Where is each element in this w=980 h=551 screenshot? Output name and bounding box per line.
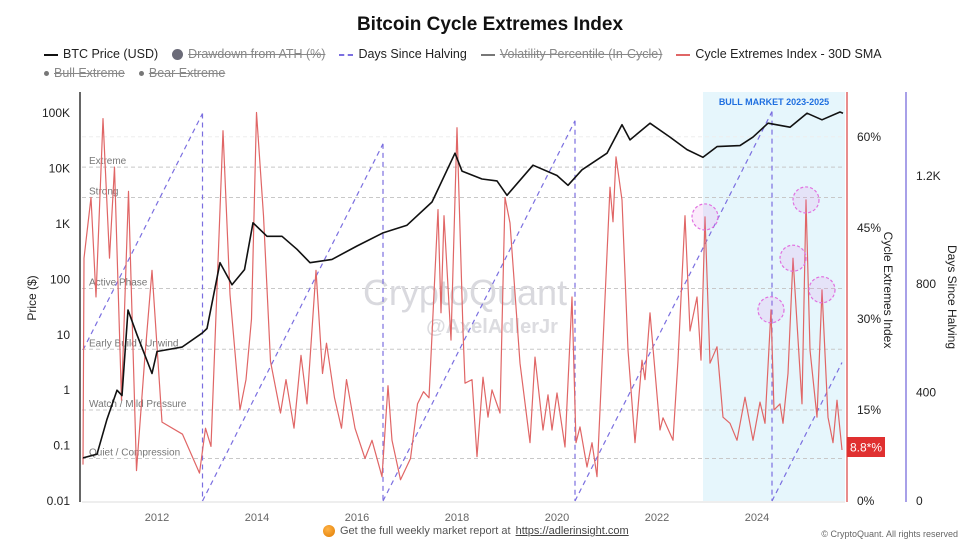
price-tick-label: 10K — [49, 162, 70, 176]
cei-tick-label: 15% — [857, 403, 881, 417]
price-tick-label: 1K — [55, 217, 70, 231]
cei-tick-label: 30% — [857, 312, 881, 326]
days-tick-label: 1.2K — [916, 169, 941, 183]
price-tick-label: 0.1 — [53, 439, 70, 453]
cei-line — [82, 111, 843, 481]
days-since-halving-segment — [382, 120, 576, 502]
cei-axis-title: Cycle Extremes Index — [881, 232, 895, 349]
zone-label: Watch / Mild Pressure — [89, 399, 187, 410]
days-tick-label: 400 — [916, 386, 936, 400]
x-tick-label: 2014 — [245, 512, 269, 524]
days-since-halving-segment — [82, 113, 204, 351]
legend-item-drawdown[interactable]: Drawdown from ATH (%) — [172, 46, 325, 63]
dash-swatch-icon — [339, 53, 354, 56]
footer-link[interactable]: https://adlerinsight.com — [515, 525, 629, 537]
bull-market-label: BULL MARKET 2023-2025 — [719, 97, 829, 107]
zone-label: Strong — [89, 187, 118, 198]
legend-item-days-since-halving[interactable]: Days Since Halving — [339, 46, 467, 63]
x-tick-label: 2022 — [645, 512, 669, 524]
line-swatch-icon — [480, 53, 495, 56]
zone-label: Quiet / Compression — [89, 448, 180, 459]
dot-swatch-icon — [172, 49, 184, 60]
zone-label: Extreme — [89, 156, 127, 167]
price-tick-label: 10 — [57, 328, 71, 342]
zone-label: Early Build / Unwind — [89, 338, 178, 349]
price-tick-label: 0.01 — [47, 494, 71, 508]
price-tick-label: 1 — [63, 383, 70, 397]
line-swatch-icon — [44, 53, 58, 56]
chart-title: Bitcoin Cycle Extremes Index — [356, 14, 624, 35]
current-value-badge — [847, 437, 885, 457]
legend-item-bull-extreme[interactable]: Bull Extreme — [44, 65, 125, 82]
copyright: © CryptoQuant. All rights reserved — [821, 529, 958, 539]
price-tick-label: 100K — [42, 106, 70, 120]
cei-tick-label: 60% — [857, 130, 881, 144]
dot-swatch-icon — [138, 71, 144, 76]
x-tick-label: 2018 — [445, 512, 469, 524]
watermark-handle: @AxelAdlerJr — [426, 316, 558, 338]
watermark-brand: CryptoQuant — [363, 272, 567, 313]
legend-item-btc-price[interactable]: BTC Price (USD) — [44, 46, 158, 63]
legend: BTC Price (USD) Drawdown from ATH (%) Da… — [44, 46, 954, 82]
line-swatch-icon — [676, 53, 691, 56]
highlighted-peak-circle — [757, 296, 785, 324]
dot-swatch-icon — [44, 71, 49, 76]
x-tick-label: 2012 — [145, 512, 169, 524]
days-axis-title: Days Since Halving — [945, 245, 959, 349]
days-tick-label: 0 — [916, 494, 923, 508]
highlighted-peak-circle — [779, 244, 807, 272]
coin-icon — [323, 525, 335, 537]
price-axis-title: Price ($) — [25, 275, 39, 320]
current-value-label: 8.8*% — [850, 441, 882, 455]
legend-item-cei[interactable]: Cycle Extremes Index - 30D SMA — [676, 46, 882, 63]
footer: Get the full weekly market report at htt… — [323, 525, 629, 537]
highlighted-peak-circle — [808, 276, 836, 304]
cei-tick-label: 0% — [857, 494, 875, 508]
highlighted-peak-circle — [792, 186, 820, 214]
footer-text: Get the full weekly market report at — [340, 525, 511, 537]
price-tick-label: 100 — [50, 272, 70, 286]
days-since-halving-segment — [771, 362, 843, 502]
legend-item-volatility[interactable]: Volatility Percentile (In-Cycle) — [480, 46, 662, 63]
btc-price-line — [82, 111, 844, 459]
x-tick-label: 2020 — [545, 512, 569, 524]
highlighted-peak-circle — [691, 203, 719, 231]
legend-item-bear-extreme[interactable]: Bear Extreme — [138, 65, 225, 82]
x-tick-label: 2024 — [745, 512, 769, 524]
x-tick-label: 2016 — [345, 512, 369, 524]
cei-tick-label: 45% — [857, 221, 881, 235]
days-tick-label: 800 — [916, 277, 936, 291]
days-since-halving-segment — [574, 111, 773, 502]
days-since-halving-segment — [201, 143, 384, 502]
